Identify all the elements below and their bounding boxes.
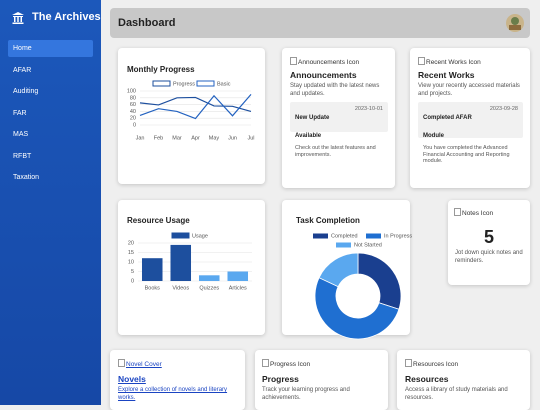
chart-title: Resource Usage (127, 216, 190, 225)
broken-image: Announcements Icon (290, 57, 359, 66)
line-series (139, 94, 252, 120)
announcement-item: 2023-10-01 New Update Available Check ou… (290, 102, 388, 158)
card-description: Access a library of study materials and … (405, 387, 508, 401)
recent-item: 2023-09-28 Completed AFAR Module You hav… (418, 102, 523, 164)
nav-item[interactable]: Auditing (13, 88, 39, 95)
item-title: Completed AFAR Module (423, 115, 472, 139)
y-tick-label: 0 (131, 278, 134, 284)
legend-swatch (171, 232, 190, 239)
pie-slice (318, 252, 359, 288)
y-tick-label: 20 (130, 116, 136, 122)
pie-slice (314, 277, 400, 340)
card-description: View your recently accessed materials an… (418, 83, 520, 97)
legend-swatch (336, 242, 351, 248)
nav-item[interactable]: MAS (13, 131, 29, 138)
y-tick-label: 100 (127, 88, 136, 94)
broken-image: Recent Works Icon (418, 57, 481, 66)
nav-item[interactable]: FAR (13, 110, 27, 117)
header-title: Dashboard (118, 17, 176, 29)
nav-item[interactable]: AFAR (13, 67, 32, 74)
card-title: Resources (405, 374, 449, 384)
avatar[interactable] (506, 14, 524, 32)
item-text: You have completed the Advanced Financia… (423, 145, 510, 164)
legend-swatch (313, 233, 328, 239)
item-date: 2023-09-28 (489, 106, 518, 112)
x-tick-label: Quizzes (199, 285, 219, 291)
card-description: Stay updated with the latest news and up… (290, 83, 380, 97)
y-tick-label: 0 (133, 122, 136, 128)
logo (12, 12, 24, 24)
x-tick-label: Jan (136, 135, 145, 141)
brand-title: The Archives (32, 11, 101, 23)
legend-label: Completed (331, 233, 358, 239)
card-title: Progress (262, 374, 299, 384)
y-tick-label: 10 (128, 259, 134, 265)
sidebar: The Archives Home AFAR Auditing FAR MAS … (0, 0, 101, 405)
card-title: Announcements (290, 70, 357, 80)
legend-label: Usage (192, 233, 208, 239)
legend-swatch (196, 80, 215, 87)
card-description[interactable]: Explore a collection of novels and liter… (118, 387, 228, 401)
x-tick-label: Apr (191, 135, 200, 141)
pie-slice (357, 252, 402, 310)
x-tick-label: Jul (247, 135, 254, 141)
card-title: Recent Works (418, 70, 475, 80)
progress-card: Progress Icon Progress Track your learni… (255, 350, 388, 410)
x-tick-label: Videos (172, 285, 189, 291)
y-tick-label: 60 (130, 102, 136, 108)
legend-swatch (152, 80, 171, 87)
header: Dashboard (110, 8, 530, 38)
recent-works-card: Recent Works Icon Recent Works View your… (410, 48, 530, 188)
legend-label: Basic (217, 81, 231, 87)
notes-card: Notes Icon 5 Jot down quick notes and re… (448, 200, 530, 285)
chart-title: Task Completion (296, 216, 360, 225)
announcements-card: Announcements Icon Announcements Stay up… (282, 48, 395, 188)
broken-image: Notes Icon (454, 208, 493, 217)
legend-label: In Progress (384, 233, 412, 239)
x-tick-label: Articles (229, 285, 247, 291)
nav-item[interactable]: RFBT (13, 153, 32, 160)
x-tick-label: Books (145, 285, 161, 291)
legend-label: Not Started (354, 242, 382, 248)
card-description: Track your learning progress and achieve… (262, 387, 350, 401)
x-tick-label: Feb (154, 135, 163, 141)
novels-link[interactable]: Novels (118, 374, 146, 384)
notes-count: 5 (483, 227, 494, 247)
resources-card: Resources Icon Resources Access a librar… (397, 350, 530, 410)
y-tick-label: 40 (130, 109, 136, 115)
x-tick-label: Jun (228, 135, 237, 141)
line-series (139, 96, 252, 112)
bar (141, 258, 163, 281)
x-tick-label: May (209, 135, 220, 141)
novels-card: Novel Cover Novels Explore a collection … (110, 350, 245, 410)
broken-image: Novel Cover (118, 359, 162, 368)
chart-title: Monthly Progress (127, 65, 195, 74)
monthly-progress-card (118, 48, 265, 184)
nav-item[interactable]: Home (8, 40, 93, 57)
card-description: Jot down quick notes and reminders. (455, 250, 523, 264)
legend-label: Progress (173, 81, 195, 87)
item-title: New Update Available (295, 115, 330, 139)
item-text: Check out the latest features and improv… (295, 145, 376, 158)
y-tick-label: 80 (130, 95, 136, 101)
bar (227, 271, 249, 281)
y-tick-label: 15 (128, 250, 134, 256)
broken-image: Resources Icon (405, 359, 458, 368)
bar (198, 275, 220, 281)
broken-image: Progress Icon (262, 359, 310, 368)
nav-item[interactable]: Taxation (13, 174, 40, 181)
y-tick-label: 20 (128, 240, 134, 246)
x-tick-label: Mar (172, 135, 182, 141)
bar (170, 244, 192, 281)
item-date: 2023-10-01 (354, 106, 383, 112)
y-tick-label: 5 (131, 269, 134, 275)
legend-swatch (366, 233, 381, 239)
